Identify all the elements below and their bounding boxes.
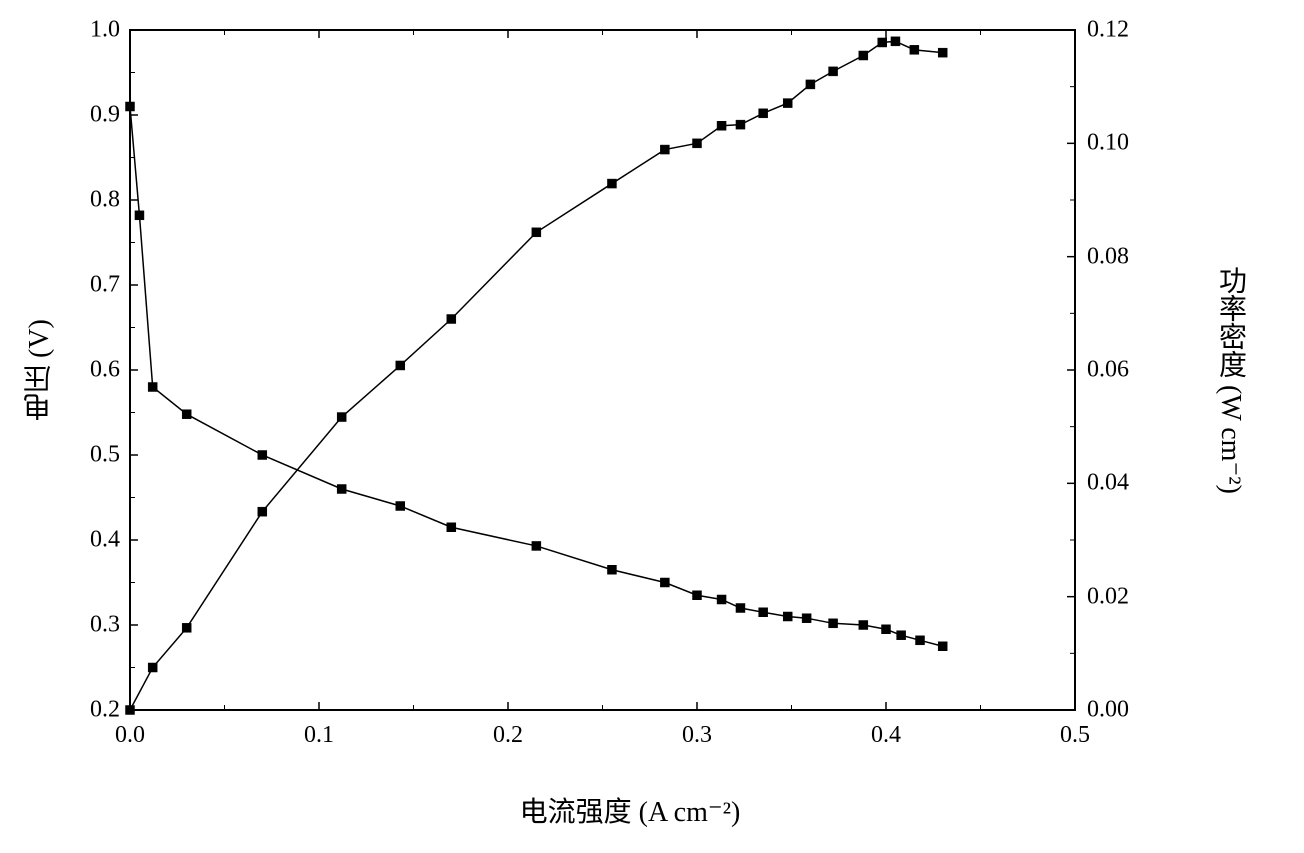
y-right-tick-label: 0.04 [1087, 470, 1129, 497]
y-axis-left-label-text: 电压 (V) [24, 319, 55, 421]
y-axis-right-label: 功率密度 (W cm⁻²) [1210, 220, 1250, 540]
x-axis-label-text: 电流强度 (A cm⁻²) [520, 797, 741, 828]
y-left-tick-label: 0.4 [80, 527, 120, 554]
y-right-tick-label: 0.12 [1087, 17, 1129, 44]
x-tick-label: 0.1 [304, 722, 334, 749]
y-axis-right-label-text: 功率密度 (W cm⁻²) [1215, 266, 1246, 494]
x-tick-label: 0.5 [1060, 722, 1090, 749]
y-left-tick-label: 0.5 [80, 442, 120, 469]
y-right-tick-label: 0.08 [1087, 243, 1129, 270]
x-tick-label: 0.4 [871, 722, 901, 749]
y-left-tick-label: 0.3 [80, 612, 120, 639]
x-axis-label: 电流强度 (A cm⁻²) [430, 790, 830, 830]
x-tick-label: 0.3 [682, 722, 712, 749]
chart-container: 电流强度 (A cm⁻²) 电压 (V) 功率密度 (W cm⁻²) 0.00.… [0, 0, 1304, 848]
x-tick-label: 0.2 [493, 722, 523, 749]
y-left-tick-label: 0.8 [80, 187, 120, 214]
y-right-tick-label: 0.02 [1087, 583, 1129, 610]
x-tick-label: 0.0 [115, 722, 145, 749]
y-left-tick-label: 0.2 [80, 697, 120, 724]
y-left-tick-label: 0.6 [80, 357, 120, 384]
y-right-tick-label: 0.06 [1087, 357, 1129, 384]
y-right-tick-label: 0.10 [1087, 130, 1129, 157]
y-left-tick-label: 0.9 [80, 102, 120, 129]
y-right-tick-label: 0.00 [1087, 697, 1129, 724]
y-axis-left-label: 电压 (V) [20, 270, 60, 470]
y-left-tick-label: 1.0 [80, 17, 120, 44]
y-left-tick-label: 0.7 [80, 272, 120, 299]
